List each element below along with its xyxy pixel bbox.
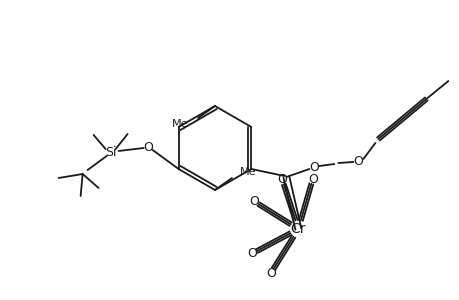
- Text: Cr: Cr: [290, 222, 305, 236]
- Text: Si: Si: [105, 146, 116, 158]
- Text: O: O: [277, 173, 286, 186]
- Text: O: O: [247, 247, 257, 260]
- Text: Me: Me: [240, 167, 256, 177]
- Text: O: O: [307, 172, 317, 185]
- Text: Me: Me: [171, 119, 188, 129]
- Text: O: O: [143, 140, 153, 154]
- Text: O: O: [249, 195, 259, 208]
- Text: O: O: [309, 160, 319, 173]
- Text: O: O: [353, 154, 363, 167]
- Text: O: O: [265, 267, 275, 280]
